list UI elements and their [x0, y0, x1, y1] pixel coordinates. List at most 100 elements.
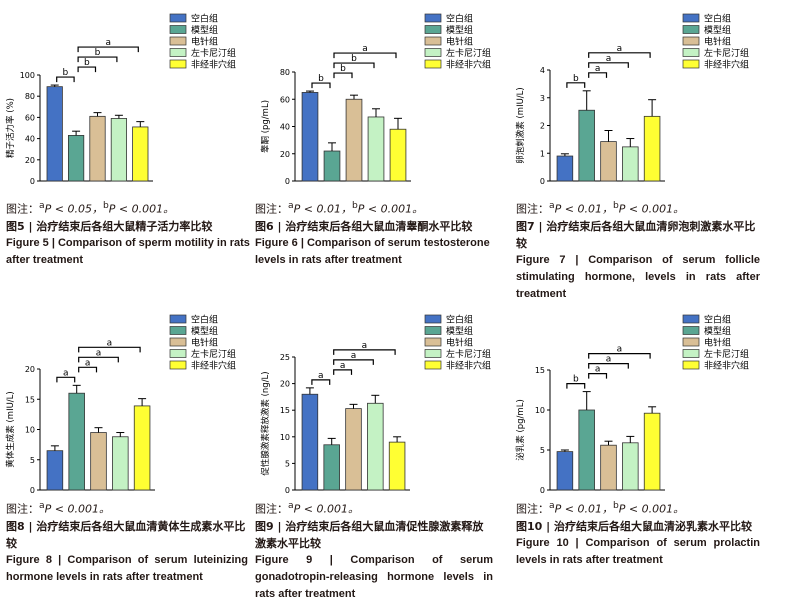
figure-8-title-zh: 图8 | 治疗结束后各组大鼠血清黄体生成素水平比较	[6, 519, 246, 550]
y-tick-label: 20	[280, 150, 290, 159]
y-tick-label: 0	[540, 177, 545, 186]
legend-label: 非经非穴组	[191, 59, 236, 71]
note-p2: P < 0.001。	[357, 202, 424, 216]
figure-10-caption: 图注：aP < 0.01，bP < 0.001。 图10 | 治疗结束后各组大鼠…	[516, 497, 760, 569]
note-p1: P < 0.05，	[44, 202, 103, 216]
figure-9-panel: 0 5 10 15 20 25 促性腺激素释放激素 (ng/L) a a a a 空白组 模型组 电针组左…	[255, 305, 520, 600]
bracket-line	[78, 356, 119, 363]
significance-label: a	[617, 345, 623, 355]
note-p2: P < 0.001。	[618, 502, 685, 516]
significance-label: a	[362, 44, 368, 54]
significance-bracket: a	[333, 341, 396, 355]
legend-label: 非经非穴组	[446, 360, 491, 372]
significance-bracket: b	[77, 58, 97, 73]
note-prefix: 图注：	[516, 202, 549, 216]
note-p1: P < 0.01，	[293, 202, 352, 216]
bar-模型组	[578, 409, 595, 491]
legend-label: 非经非穴组	[191, 360, 236, 372]
legend-label: 电针组	[704, 337, 731, 349]
note-p2: P < 0.001。	[108, 202, 175, 216]
significance-bracket: b	[77, 48, 118, 63]
bar-电针组	[89, 115, 106, 182]
legend-label: 左卡尼汀组	[191, 47, 236, 59]
y-axis-label: 促性腺激素释放激素 (ng/L)	[260, 371, 271, 475]
y-tick-label: 40	[280, 123, 290, 132]
bracket-line	[311, 82, 331, 89]
y-tick-label: 20	[25, 156, 35, 165]
figure-7-panel: 0 1 2 3 4 卵泡刺激素 (mIU/L) b a a a 空白组 模型组 电针组 左卡尼汀组 非经非穴…	[510, 0, 800, 300]
note-sup-b: b	[612, 500, 619, 511]
bar-非经非穴组	[389, 128, 407, 182]
bar-电针组	[345, 408, 362, 491]
bar-模型组	[578, 109, 595, 182]
figure-8-caption: 图注：aP < 0.001。 图8 | 治疗结束后各组大鼠血清黄体生成素水平比较…	[6, 497, 248, 586]
figure-7-title-en: Figure 7 | Comparison of serum follicle …	[516, 253, 760, 300]
y-axis-label: 卵泡刺激素 (mIU/L)	[515, 87, 526, 163]
y-axis-label: 睾酮 (pg/mL)	[260, 100, 271, 153]
significance-label: b	[318, 74, 324, 84]
significance-label: b	[573, 375, 579, 385]
bracket-line	[588, 72, 608, 78]
note-p1: P < 0.01，	[554, 202, 613, 216]
figure-8-panel: 0 5 10 15 20 黄体生成素 (mIU/L) a a a a 空白组 模型组 电针组 左卡尼汀组非…	[0, 305, 265, 594]
legend-swatch	[169, 59, 187, 69]
bracket-line	[333, 349, 396, 355]
significance-label: a	[606, 54, 612, 64]
significance-label: a	[96, 348, 102, 358]
bracket-line	[588, 373, 608, 379]
legend-label: 电针组	[191, 337, 218, 349]
y-tick-label: 25	[280, 353, 290, 362]
y-tick-label: 80	[25, 92, 35, 101]
legend-swatch	[424, 326, 442, 335]
note-sup-a: a	[39, 200, 45, 211]
y-tick-label: 0	[30, 486, 35, 495]
legend-label: 模型组	[446, 325, 473, 337]
significance-label: b	[340, 64, 346, 74]
legend-swatch	[682, 360, 700, 370]
bar-模型组	[323, 150, 341, 182]
significance-bracket: a	[78, 348, 119, 363]
bar-空白组	[556, 451, 574, 491]
bracket-line	[77, 46, 139, 53]
y-tick-label: 3	[540, 94, 545, 103]
significance-bracket: a	[588, 44, 651, 58]
bar-电针组	[345, 98, 363, 182]
significance-bracket: a	[333, 351, 374, 365]
legend-swatch	[424, 314, 442, 324]
bar-左卡尼汀组	[622, 442, 639, 491]
bar-模型组	[68, 392, 85, 491]
note-p1: P < 0.01，	[554, 502, 613, 516]
y-tick-label: 4	[540, 66, 545, 75]
legend-swatch	[169, 48, 187, 57]
y-tick-label: 10	[25, 426, 35, 435]
bracket-line	[78, 366, 98, 373]
y-tick-label: 0	[540, 486, 545, 495]
bar-空白组	[301, 393, 319, 491]
note-sup-b: b	[612, 200, 619, 211]
significance-bracket: a	[311, 371, 331, 385]
bar-空白组	[46, 450, 64, 491]
y-axis-label: 黄体生成素 (mIU/L)	[5, 391, 16, 467]
note-sup-a: a	[39, 500, 45, 511]
significance-label: b	[95, 48, 101, 58]
note-sup-b: b	[351, 200, 358, 211]
legend-swatch	[169, 349, 187, 358]
significance-label: a	[362, 341, 368, 351]
note-sup-b: b	[102, 200, 109, 211]
significance-label: a	[351, 351, 357, 361]
significance-label: a	[107, 338, 113, 348]
bar-电针组	[600, 141, 617, 182]
figure-5-title-en: Figure 5 | Comparison of sperm motility …	[6, 236, 250, 266]
legend-swatch	[682, 349, 700, 358]
legend-label: 空白组	[446, 314, 473, 326]
legend-label: 模型组	[704, 24, 731, 36]
note-prefix: 图注：	[255, 502, 288, 516]
legend-swatch	[682, 314, 700, 324]
bar-模型组	[67, 135, 85, 182]
significance-bracket: b	[56, 68, 75, 83]
figure-5-title-zh: 图5 | 治疗结束后各组大鼠精子活力率比较	[6, 219, 213, 233]
